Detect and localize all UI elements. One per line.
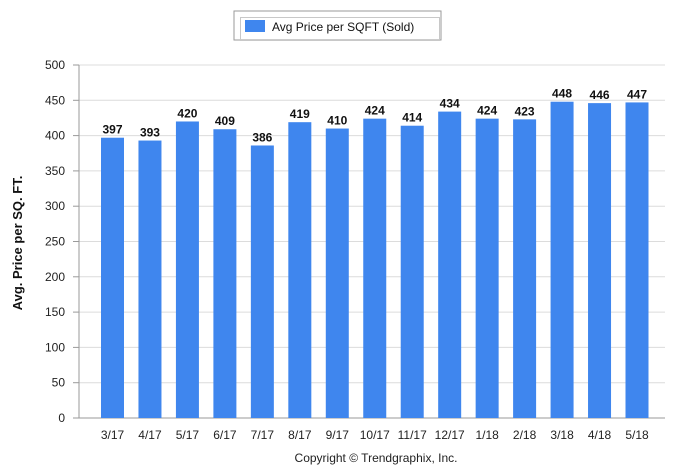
bar (625, 102, 649, 418)
x-tick-label: 6/17 (213, 428, 237, 442)
x-tick-label: 3/18 (550, 428, 574, 442)
bar (250, 145, 274, 418)
y-tick-labels: 0 50 100 150 200 250 300 350 400 450 500 (45, 58, 65, 425)
y-tick-label: 250 (45, 235, 65, 249)
y-tick-label: 100 (45, 340, 65, 354)
data-labels: 397 393 420 409 386 419 410 424 414 434 424 423 448 4… (102, 87, 647, 145)
x-tick-label: 11/17 (398, 428, 427, 442)
x-tick-label: 7/17 (251, 428, 275, 442)
data-label: 447 (627, 87, 647, 101)
bar (288, 122, 312, 418)
y-tick-label: 300 (45, 199, 65, 213)
x-tick-labels: 3/17 4/17 5/17 6/17 7/17 8/17 9/17 10/17 11/17 12… (101, 428, 649, 442)
bar (513, 119, 537, 418)
data-label: 410 (327, 114, 347, 128)
bar (138, 140, 162, 419)
y-tick-label: 50 (52, 376, 66, 390)
x-tick-label: 5/17 (176, 428, 200, 442)
y-tick-label: 400 (45, 129, 65, 143)
data-label: 434 (440, 97, 460, 111)
x-tick-label: 12/17 (435, 428, 465, 442)
bar (363, 118, 387, 418)
bar (588, 103, 612, 419)
data-label: 393 (140, 126, 160, 140)
y-tick-label: 500 (45, 58, 65, 72)
x-tick-label: 9/17 (326, 428, 350, 442)
bar (550, 101, 574, 418)
data-label: 409 (215, 114, 235, 128)
bar (101, 137, 124, 418)
x-tick-label: 4/18 (588, 428, 612, 442)
data-label: 424 (365, 104, 385, 118)
data-label: 446 (590, 88, 610, 102)
data-label: 419 (290, 107, 310, 121)
bars (101, 101, 649, 419)
bar (175, 121, 199, 418)
bar (400, 125, 424, 418)
copyright-text: Copyright © Trendgraphix, Inc. (295, 451, 458, 465)
x-tick-label: 1/18 (475, 428, 499, 442)
y-tick-label: 350 (45, 164, 65, 178)
legend-shadow (240, 17, 440, 41)
legend-swatch (245, 20, 265, 32)
legend-label: Avg Price per SQFT (Sold) (272, 20, 414, 34)
y-tick-label: 0 (58, 411, 65, 425)
bar (325, 128, 349, 419)
y-tick-label: 450 (45, 93, 65, 107)
data-label: 420 (177, 106, 197, 120)
x-tick-label: 2/18 (513, 428, 537, 442)
bar (438, 111, 462, 418)
y-tick-label: 150 (45, 305, 65, 319)
data-label: 423 (515, 104, 535, 118)
x-tick-label: 4/17 (138, 428, 162, 442)
legend-box (233, 10, 442, 41)
data-label: 448 (552, 87, 572, 101)
y-tick-label: 200 (45, 270, 65, 284)
data-label: 386 (252, 130, 272, 144)
data-label: 414 (402, 111, 422, 125)
x-tick-label: 10/17 (360, 428, 390, 442)
x-tick-label: 3/17 (101, 428, 125, 442)
bar (213, 129, 237, 418)
y-axis-title: Avg. Price per SQ. FT. (10, 176, 25, 311)
data-label: 397 (102, 123, 122, 137)
x-tick-label: 8/17 (288, 428, 312, 442)
bar (475, 118, 499, 418)
data-label: 424 (477, 104, 497, 118)
legend: Avg Price per SQFT (Sold) (233, 10, 442, 41)
x-tick-label: 5/18 (625, 428, 649, 442)
